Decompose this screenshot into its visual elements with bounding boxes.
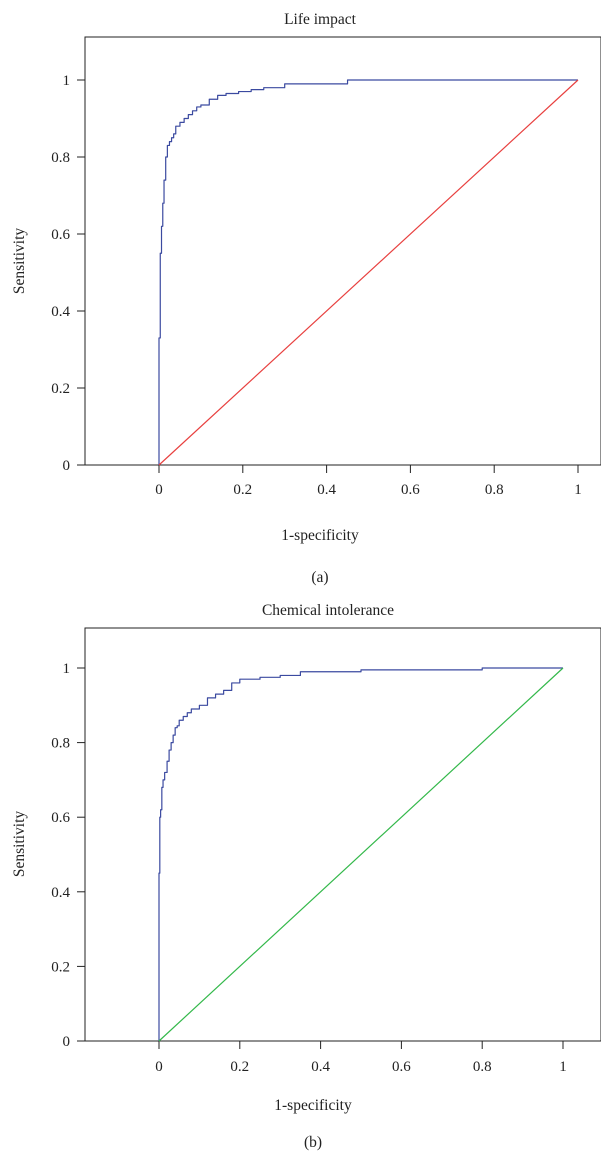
x-tick-label: 0.6 [392,1059,411,1075]
y-tick-label: 0.8 [51,736,70,752]
x-tick-label: 1 [559,1059,567,1075]
chart-marks: 0 0.2 0.4 0.6 0.8 1 0 0.2 0.4 0.6 0.8 1 [51,73,582,498]
x-tick-label: 0.8 [473,1059,492,1075]
y-tick-label: 0 [63,458,71,474]
chart-panel-a: Life impact 0 0.2 0.4 0.6 0.8 1 0 0.2 0.4 0.6 0.8 1… [11,11,601,586]
x-tick-label: 0.4 [311,1059,330,1075]
y-tick-label: 0.4 [51,885,70,901]
x-tick-label: 0 [155,482,163,498]
reference-diagonal-line [159,80,578,465]
x-tick-label: 0.2 [233,482,252,498]
plot-frame [85,628,601,1041]
reference-diagonal-line [159,668,563,1041]
chart-panel-b: Chemical intolerance 0 0.2 0.4 0.6 0.8 100.20… [11,602,601,1151]
plot-frame [85,37,601,465]
y-axis-title: Sensitivity [11,228,28,295]
chart-title: Chemical intolerance [262,602,394,619]
x-tick-label: 0.2 [230,1059,249,1075]
y-tick-label: 1 [63,661,71,677]
x-tick-label: 0 [155,1059,163,1075]
y-tick-label: 0.8 [51,150,70,166]
y-tick-label: 0.2 [51,959,70,975]
y-tick-label: 0.4 [51,304,70,320]
y-tick-label: 0.6 [51,227,70,243]
x-tick-label: 0.8 [485,482,504,498]
x-axis-title: 1-specificity [281,527,359,544]
y-tick-label: 0.2 [51,381,70,397]
figure-caption: (a) [311,569,328,586]
y-tick-label: 1 [63,73,71,89]
y-tick-label: 0.6 [51,810,70,826]
y-tick-label: 0 [63,1034,71,1050]
x-axis-title: 1-specificity [274,1097,352,1114]
x-tick-label: 1 [574,482,582,498]
y-axis-title: Sensitivity [11,811,28,878]
figure-caption: (b) [304,1134,322,1151]
x-tick-label: 0.4 [317,482,336,498]
chart-marks: 0 0.2 0.4 0.6 0.8 1 0 0.2 0.4 0.6 0.8 1 [51,661,567,1075]
chart-title: Life impact [284,11,357,28]
x-tick-label: 0.6 [401,482,420,498]
